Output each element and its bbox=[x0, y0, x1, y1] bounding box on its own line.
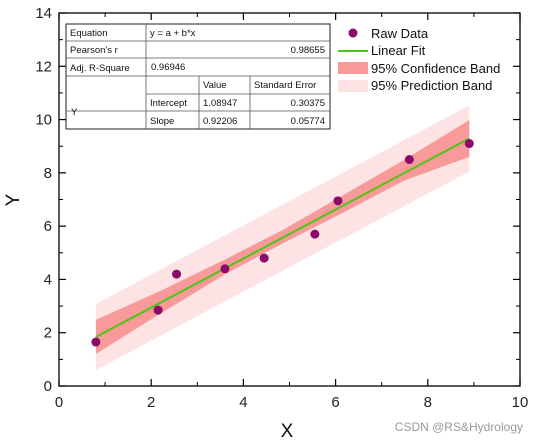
data-point bbox=[153, 305, 163, 315]
y-axis-title: Y bbox=[3, 193, 24, 206]
data-point bbox=[220, 264, 230, 274]
x-tick-label: 0 bbox=[55, 394, 63, 411]
intercept-se: 0.30375 bbox=[291, 98, 325, 109]
watermark: CSDN @RS&Hydrology bbox=[394, 420, 523, 434]
slope-se: 0.05774 bbox=[291, 116, 325, 127]
y-tick-label: 0 bbox=[44, 378, 52, 395]
legend-confidence-swatch bbox=[338, 62, 368, 74]
legend-raw-data-marker bbox=[348, 28, 358, 38]
y-tick-label: 2 bbox=[44, 325, 52, 342]
x-tick-label: 4 bbox=[239, 394, 247, 411]
adj-r2-value: 0.96946 bbox=[151, 62, 185, 73]
legend-raw-data-label: Raw Data bbox=[371, 26, 429, 41]
data-point bbox=[172, 269, 182, 279]
y-row-label: Y bbox=[71, 107, 78, 118]
adj-r2-label: Adj. R-Square bbox=[70, 63, 130, 74]
y-tick-label: 12 bbox=[35, 58, 52, 75]
intercept-value: 1.08947 bbox=[203, 98, 237, 109]
equation-value: y = a + b*x bbox=[150, 28, 196, 39]
x-tick-label: 8 bbox=[424, 394, 432, 411]
pearson-label: Pearson's r bbox=[70, 45, 118, 56]
equation-label: Equation bbox=[70, 28, 108, 39]
x-tick-label: 2 bbox=[147, 394, 155, 411]
y-tick-label: 10 bbox=[35, 112, 52, 129]
data-point bbox=[310, 229, 320, 239]
legend-prediction-label: 95% Prediction Band bbox=[371, 78, 492, 93]
se-header: Standard Error bbox=[254, 80, 316, 91]
y-tick-label: 14 bbox=[35, 5, 52, 22]
linear-fit-line bbox=[95, 137, 470, 338]
slope-value: 0.92206 bbox=[203, 116, 237, 127]
x-tick-label: 6 bbox=[331, 394, 339, 411]
data-point bbox=[464, 139, 474, 149]
data-point bbox=[91, 337, 101, 347]
y-tick-label: 6 bbox=[44, 218, 52, 235]
y-tick-label: 4 bbox=[44, 271, 52, 288]
data-point bbox=[404, 155, 414, 165]
legend-prediction-swatch bbox=[338, 80, 368, 92]
intercept-label: Intercept bbox=[150, 98, 187, 109]
slope-label: Slope bbox=[150, 116, 174, 127]
axes: 0 2 4 6 8 10 0 2 4 6 8 10 12 14 bbox=[35, 5, 528, 411]
legend: Raw Data Linear Fit 95% Confidence Band … bbox=[338, 26, 500, 93]
y-tick-label: 8 bbox=[44, 165, 52, 182]
stats-table-frame bbox=[65, 23, 331, 130]
stats-table: Equation y = a + b*x Pearson's r 0.98655… bbox=[65, 23, 331, 130]
x-axis-title: X bbox=[281, 421, 294, 442]
data-point bbox=[333, 196, 343, 206]
legend-confidence-label: 95% Confidence Band bbox=[371, 61, 500, 76]
value-header: Value bbox=[203, 80, 227, 91]
data-point bbox=[259, 253, 269, 263]
pearson-value: 0.98655 bbox=[291, 45, 325, 56]
plot-area bbox=[91, 105, 474, 371]
x-tick-label: 10 bbox=[512, 394, 529, 411]
legend-linear-fit-label: Linear Fit bbox=[371, 43, 426, 58]
